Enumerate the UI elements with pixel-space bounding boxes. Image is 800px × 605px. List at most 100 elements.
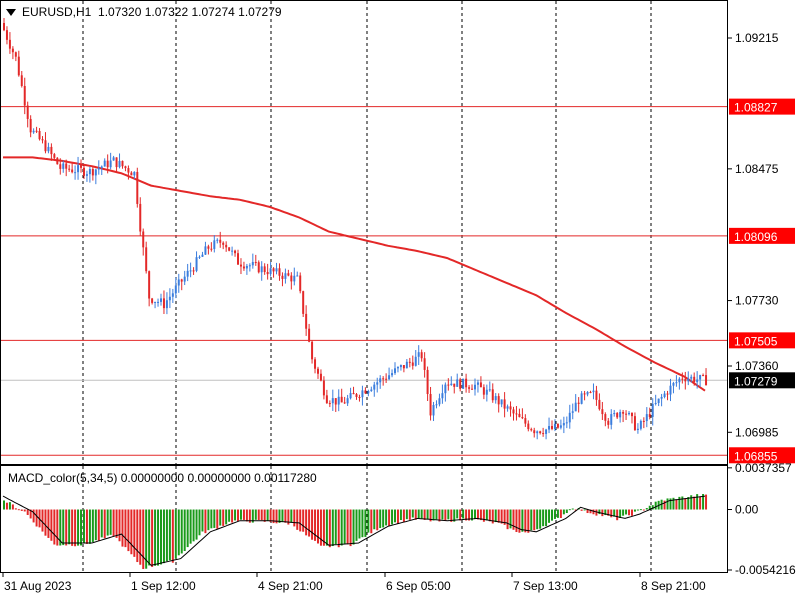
candle — [405, 359, 408, 369]
candle-body — [242, 266, 245, 269]
macd-bar — [151, 509, 154, 567]
candle-body — [8, 39, 11, 49]
candle-body — [174, 285, 177, 294]
candle-body — [222, 242, 225, 245]
candle-body — [136, 171, 139, 204]
macd-bar — [391, 509, 394, 525]
macd-bar — [314, 509, 317, 541]
macd-bar — [610, 509, 613, 518]
candle-body — [553, 423, 556, 429]
macd-bar — [302, 509, 305, 532]
macd-bar — [675, 499, 678, 510]
candle — [619, 409, 622, 423]
candle-body — [488, 389, 491, 391]
candle — [148, 270, 151, 307]
macd-bar — [299, 509, 302, 532]
candle-body — [287, 273, 290, 276]
candle — [192, 267, 195, 275]
candle-body — [88, 168, 91, 175]
macd-bar — [183, 509, 186, 551]
candle — [346, 394, 349, 407]
candle — [237, 249, 240, 265]
candle — [391, 369, 394, 378]
candle — [539, 430, 542, 435]
candle-body — [619, 411, 622, 418]
macd-bar — [50, 509, 53, 541]
macd-bar — [553, 509, 556, 519]
macd-bar — [527, 509, 530, 533]
candle — [296, 271, 299, 277]
candle-body — [346, 398, 349, 404]
macd-bar — [32, 509, 35, 523]
macd-bar — [213, 509, 216, 528]
candle — [112, 155, 115, 161]
candle — [482, 384, 485, 400]
macd-bar — [23, 509, 26, 512]
candle-body — [17, 56, 20, 76]
macd-bar — [633, 509, 636, 512]
candle — [678, 377, 681, 390]
candle-body — [702, 375, 705, 377]
candle-body — [589, 391, 592, 393]
macd-bar — [447, 509, 450, 520]
macd-bar — [479, 509, 482, 521]
candle-body — [586, 391, 589, 395]
candle-body — [630, 412, 633, 417]
macd-bar — [328, 509, 331, 548]
candle-body — [245, 265, 248, 269]
candle — [601, 401, 604, 420]
candle — [266, 263, 269, 280]
macd-bar — [583, 509, 586, 511]
candle-body — [411, 362, 414, 366]
candle-body — [272, 268, 275, 272]
macd-bar — [225, 509, 228, 525]
candle — [420, 349, 423, 362]
candle-body — [592, 390, 595, 393]
macd-bar — [450, 509, 453, 522]
candle — [74, 165, 77, 180]
candle — [68, 164, 71, 172]
macd-bar — [272, 509, 275, 524]
candle-body — [56, 157, 59, 165]
candle — [82, 164, 85, 180]
macd-bar — [497, 509, 500, 523]
candle-body — [595, 390, 598, 400]
candle — [675, 375, 678, 387]
candle-body — [219, 239, 222, 243]
candle-body — [266, 272, 269, 275]
candle — [657, 398, 660, 407]
candle — [216, 238, 219, 244]
candle-body — [251, 261, 254, 266]
macd-bar — [639, 509, 642, 511]
candle — [518, 408, 521, 418]
macd-bar — [622, 509, 625, 516]
candle-body — [85, 174, 88, 176]
candle — [610, 409, 613, 430]
candle — [201, 251, 204, 257]
candle — [376, 377, 379, 393]
chart-menu-arrow-icon[interactable] — [6, 9, 16, 16]
candle — [669, 378, 672, 402]
candle — [494, 393, 497, 404]
candle-body — [663, 393, 666, 397]
macd-bar — [355, 509, 358, 541]
candle-body — [613, 413, 616, 415]
candle — [20, 70, 23, 88]
candle — [26, 101, 29, 128]
macd-bar — [311, 509, 314, 540]
current-price-tag — [729, 372, 795, 389]
candle-body — [204, 246, 207, 255]
candle-body — [207, 246, 210, 249]
candle-body — [562, 423, 565, 426]
candle-body — [456, 379, 459, 387]
candle-body — [328, 403, 331, 405]
candle-body — [379, 378, 382, 383]
macd-bar — [669, 498, 672, 510]
candle-body — [515, 413, 518, 415]
macd-bar — [456, 509, 459, 519]
macd-bar — [159, 509, 162, 565]
macd-bar — [278, 509, 281, 523]
candle — [556, 423, 559, 429]
